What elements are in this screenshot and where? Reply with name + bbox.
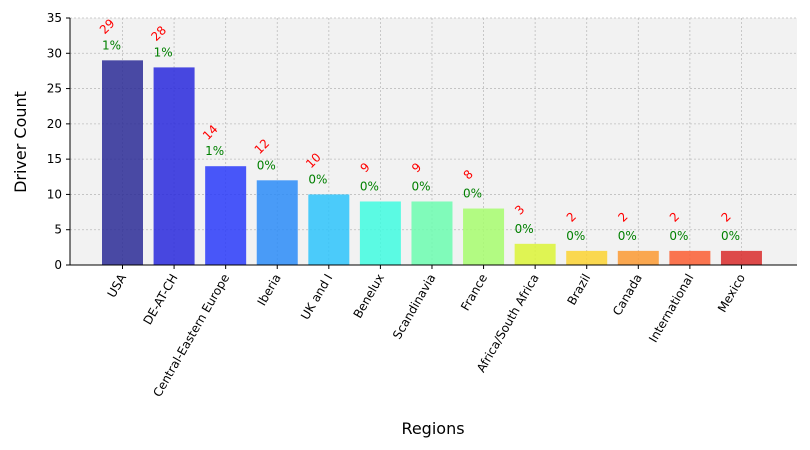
bar-percent-label: 0% bbox=[721, 229, 740, 243]
x-tick-label: Scandinavia bbox=[390, 272, 439, 342]
bar-percent-label: 1% bbox=[205, 144, 224, 158]
bar bbox=[256, 180, 298, 265]
bar-percent-label: 0% bbox=[669, 229, 688, 243]
bar-percent-label: 0% bbox=[515, 222, 534, 236]
x-tick-label: DE-AT-CH bbox=[140, 272, 180, 328]
bar bbox=[205, 166, 247, 265]
y-tick-label: 15 bbox=[47, 152, 62, 166]
x-tick-label: Mexico bbox=[715, 272, 748, 315]
bar-percent-label: 0% bbox=[360, 179, 379, 193]
bars-group bbox=[102, 60, 762, 266]
bar-percent-label: 0% bbox=[257, 158, 276, 172]
bar bbox=[566, 250, 608, 265]
y-tick-label: 20 bbox=[47, 117, 62, 131]
x-tick-label: Canada bbox=[610, 272, 645, 319]
bar bbox=[359, 201, 401, 265]
x-tick-label: France bbox=[458, 272, 490, 314]
bar-labels-group: 1%291%281%140%120%100%90%90%80%30%20%20%… bbox=[97, 16, 740, 243]
bar-percent-label: 0% bbox=[411, 179, 430, 193]
bar bbox=[720, 250, 762, 265]
bar bbox=[308, 194, 350, 265]
bar-percent-label: 0% bbox=[463, 187, 482, 201]
y-tick-label: 30 bbox=[47, 46, 62, 60]
bar bbox=[514, 243, 556, 265]
bar bbox=[669, 250, 711, 265]
x-tick-label: UK and I bbox=[298, 272, 335, 323]
bar-percent-label: 1% bbox=[102, 38, 121, 52]
bar-percent-label: 0% bbox=[566, 229, 585, 243]
y-axis-title: Driver Count bbox=[11, 91, 30, 193]
bar bbox=[102, 60, 143, 265]
x-tick-label: International bbox=[646, 272, 696, 345]
bar bbox=[153, 67, 195, 266]
bar-percent-label: 0% bbox=[618, 229, 637, 243]
x-axis-title: Regions bbox=[401, 419, 464, 438]
bar-percent-label: 0% bbox=[308, 172, 327, 186]
bar bbox=[463, 208, 505, 265]
x-tick-label: USA bbox=[105, 271, 130, 300]
y-tick-label: 10 bbox=[47, 187, 62, 201]
bar bbox=[617, 250, 659, 265]
y-tick-label: 0 bbox=[54, 258, 62, 272]
y-tick-label: 25 bbox=[47, 82, 62, 96]
x-tick-label: Iberia bbox=[255, 272, 284, 309]
bar-percent-label: 1% bbox=[154, 45, 173, 59]
y-tick-label: 5 bbox=[54, 223, 62, 237]
x-tick-label: Benelux bbox=[351, 272, 387, 321]
x-tick-label: Brazil bbox=[564, 272, 593, 308]
y-tick-label: 35 bbox=[47, 11, 62, 25]
bar bbox=[411, 201, 453, 265]
